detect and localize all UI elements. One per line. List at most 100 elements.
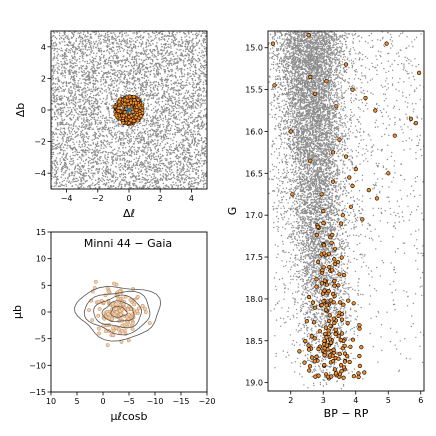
field-star (68, 102, 71, 105)
field-star (71, 46, 74, 49)
field-star (148, 123, 150, 126)
field-star (91, 123, 93, 125)
field-star (144, 49, 146, 52)
field-star (103, 179, 106, 182)
field-star (177, 157, 179, 160)
field-star (113, 60, 115, 62)
field-star (155, 130, 158, 133)
field-star (89, 95, 92, 98)
field-star (77, 79, 80, 82)
field-star (166, 40, 169, 43)
field-star (189, 69, 192, 71)
field-star (164, 116, 167, 118)
field-star (198, 95, 201, 97)
field-star (114, 132, 116, 134)
field-star (201, 127, 203, 130)
field-star (89, 43, 91, 46)
field-star (100, 152, 102, 154)
field-star (137, 172, 140, 175)
field-star (79, 186, 82, 188)
field-star (78, 67, 81, 69)
field-star (176, 55, 179, 57)
field-star (81, 125, 84, 127)
field-star (144, 185, 146, 187)
field-star (143, 98, 146, 101)
field-star (161, 108, 164, 111)
field-star (202, 51, 205, 53)
field-star (185, 39, 188, 41)
field-star (106, 62, 109, 65)
field-star (169, 133, 171, 135)
field-star (82, 78, 84, 80)
field-star (123, 157, 125, 159)
field-star (149, 174, 151, 176)
field-star (169, 62, 172, 65)
field-star (122, 137, 124, 139)
field-star (93, 88, 95, 91)
field-star (168, 54, 171, 56)
field-star (164, 164, 166, 167)
field-star (106, 46, 109, 49)
field-star (72, 127, 75, 130)
field-star (147, 120, 150, 122)
field-star (57, 113, 59, 115)
field-star (186, 128, 189, 130)
field-star (81, 174, 84, 177)
field-star (192, 99, 194, 102)
field-star (71, 62, 73, 65)
field-star (52, 74, 54, 76)
field-star (118, 87, 120, 89)
field-star (96, 69, 98, 72)
field-star (160, 43, 163, 45)
field-star (176, 79, 179, 81)
field-star (53, 97, 55, 100)
field-star (87, 78, 89, 80)
field-star (146, 99, 149, 101)
field-star (159, 66, 162, 68)
field-star (143, 51, 146, 53)
field-star (193, 110, 196, 113)
field-star (191, 49, 194, 52)
field-star (121, 35, 123, 38)
field-star (129, 62, 132, 64)
field-star (58, 65, 60, 67)
field-star (61, 184, 63, 186)
field-star (52, 151, 55, 154)
field-star (138, 58, 141, 60)
field-star (201, 152, 203, 155)
field-star (95, 169, 97, 171)
field-star (178, 173, 181, 175)
field-star (104, 161, 107, 164)
field-star (90, 41, 92, 43)
field-star (133, 68, 135, 70)
field-star (193, 177, 196, 179)
field-star (170, 83, 173, 86)
field-star (82, 52, 85, 55)
field-star (75, 98, 77, 101)
field-star (111, 117, 113, 120)
field-star (106, 122, 109, 124)
field-star (108, 35, 110, 38)
field-star (152, 53, 154, 55)
field-star (175, 123, 177, 125)
field-star (164, 128, 166, 131)
field-star (101, 100, 104, 103)
field-star (147, 140, 149, 143)
field-star (64, 165, 67, 167)
field-star (152, 155, 154, 157)
field-star (203, 61, 205, 63)
field-star (203, 72, 205, 74)
field-star (133, 56, 136, 59)
field-star (56, 98, 58, 101)
field-star (178, 49, 181, 51)
field-star (59, 160, 61, 162)
field-star (186, 168, 189, 171)
field-star (96, 107, 98, 109)
field-star (151, 83, 153, 86)
field-star (199, 58, 201, 61)
field-star (160, 138, 162, 140)
field-star (64, 36, 67, 39)
field-star (175, 147, 177, 150)
field-star (117, 43, 120, 45)
field-star (150, 120, 152, 122)
